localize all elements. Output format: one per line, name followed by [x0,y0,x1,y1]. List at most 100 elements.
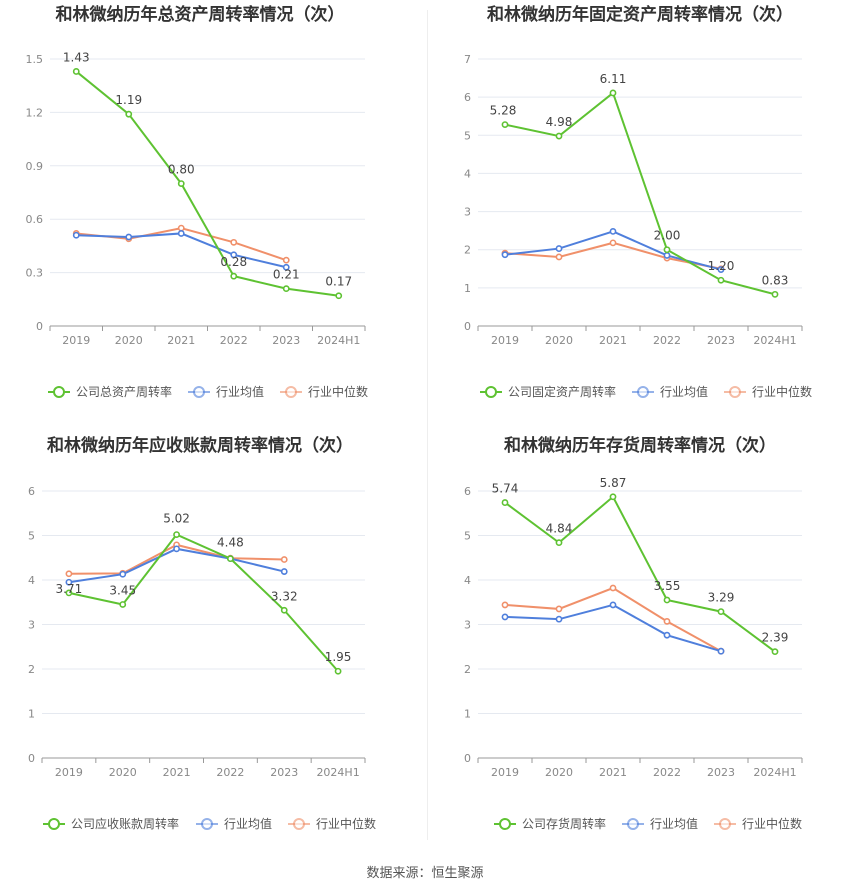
data-point-company [609,89,617,97]
y-tick-label: 7 [464,53,471,66]
series-line-company [68,533,339,672]
data-point-company [119,601,127,608]
y-tick-label: 5 [464,129,471,142]
y-tick-label: 2 [464,244,471,257]
legend-item-industry_median[interactable]: 行业中位数 [724,384,812,399]
chart-title: 和林微纳历年总资产周转率情况（次） [56,4,345,25]
x-tick-label: 2020 [115,334,143,347]
data-point-company [501,499,509,506]
legend-item-industry_avg[interactable]: 行业均值 [188,384,264,399]
data-point-company [663,246,671,254]
data-point-company [125,110,133,118]
chart-title: 和林微纳历年存货周转率情况（次） [504,435,776,456]
y-tick-label: 1.2 [26,106,44,119]
data-label: 2.39 [762,631,789,645]
data-point-company [501,121,509,129]
legend-item-industry_median[interactable]: 行业中位数 [280,384,368,399]
legend-label: 公司应收账款周转率 [71,816,179,831]
x-tick-label: 2021 [163,766,191,779]
x-tick-label: 2022 [653,766,681,779]
data-point-company [663,596,671,604]
x-tick-label: 2023 [707,766,735,779]
legend-item-industry_avg[interactable]: 行业均值 [632,384,708,399]
data-point-company [609,493,617,501]
legend-item-company[interactable]: 公司总资产周转率 [48,384,172,399]
data-point-company [717,276,725,284]
y-tick-label: 0 [28,752,35,765]
y-tick-label: 0 [36,320,43,333]
x-tick-label: 2022 [653,334,681,347]
data-point-industry_avg [72,231,80,239]
data-label: 5.74 [492,482,519,496]
data-point-company [72,68,80,75]
chart-title: 和林微纳历年应收账款周转率情况（次） [47,435,353,456]
data-point-industry_avg [663,631,671,639]
legend-label: 行业中位数 [752,384,812,399]
y-tick-label: 5 [464,530,471,543]
y-tick-label: 1 [464,708,471,721]
data-label: 5.87 [600,476,627,490]
chart-fixed-asset-turnover: 和林微纳历年固定资产周转率情况（次） 0 1 2 3 4 5 6 7 2019 2020 2021 20… [425,0,850,432]
legend-label: 行业中位数 [316,816,376,831]
data-point-company [771,648,779,656]
data-source: 数据来源：恒生聚源 [0,862,850,881]
panel-divider [427,10,428,840]
y-tick-label: 4 [464,167,471,180]
data-point-industry_avg [555,615,563,623]
legend-label: 行业均值 [660,384,708,399]
data-point-industry_median [230,238,238,246]
data-point-industry_avg [280,568,288,575]
data-point-company [227,555,234,563]
x-tick-label: 2024H1 [753,766,796,779]
y-tick-label: 2 [464,663,471,676]
data-point-company [173,531,180,539]
data-point-industry_median [501,601,509,609]
legend-item-company[interactable]: 公司存货周转率 [494,816,606,831]
x-tick-label: 2020 [109,766,137,779]
legend-label: 行业均值 [216,384,264,399]
x-tick-label: 2020 [545,334,573,347]
data-label: 3.55 [654,579,681,593]
data-label: 0.83 [762,273,789,287]
data-point-company [717,608,725,615]
data-label: 0.80 [168,163,195,177]
data-label: 1.95 [325,650,352,664]
data-point-industry_avg [717,266,725,273]
data-point-company [280,606,288,614]
data-point-industry_median [609,239,617,247]
legend-item-industry_median[interactable]: 行业中位数 [288,816,376,831]
chart-receivables-turnover: 和林微纳历年应收账款周转率情况（次） 0 1 2 3 4 5 6 2019 2020 2021 202… [0,432,425,864]
x-tick-label: 2023 [707,334,735,347]
legend-item-company[interactable]: 公司应收账款周转率 [43,816,179,831]
data-point-industry_avg [609,228,617,235]
data-label: 3.45 [109,583,136,597]
data-point-industry_median [555,605,563,613]
legend-item-industry_median[interactable]: 行业中位数 [714,816,802,831]
data-point-industry_median [65,570,73,578]
legend-item-company[interactable]: 公司固定资产周转率 [480,384,616,399]
legend-item-industry_avg[interactable]: 行业均值 [622,816,698,831]
y-tick-label: 0.6 [26,213,44,226]
y-tick-label: 6 [464,485,471,498]
data-point-industry_avg [173,545,180,553]
data-point-industry_median [609,584,617,592]
x-tick-label: 2022 [220,334,248,347]
legend-item-industry_avg[interactable]: 行业均值 [196,816,272,831]
y-tick-label: 3 [464,206,471,219]
y-tick-label: 6 [28,485,35,498]
legend-label: 公司固定资产周转率 [508,384,616,399]
x-tick-label: 2020 [545,766,573,779]
data-label: 0.28 [220,255,247,269]
x-tick-label: 2021 [599,766,627,779]
chart-title: 和林微纳历年固定资产周转率情况（次） [487,4,793,25]
x-tick-label: 2024H1 [317,334,360,347]
data-label: 3.71 [56,582,83,596]
x-tick-label: 2019 [491,766,519,779]
y-tick-label: 4 [464,574,471,587]
data-point-industry_median [663,617,671,625]
data-point-industry_avg [501,251,509,259]
data-label: 6.11 [600,72,627,86]
x-tick-label: 2019 [62,334,90,347]
